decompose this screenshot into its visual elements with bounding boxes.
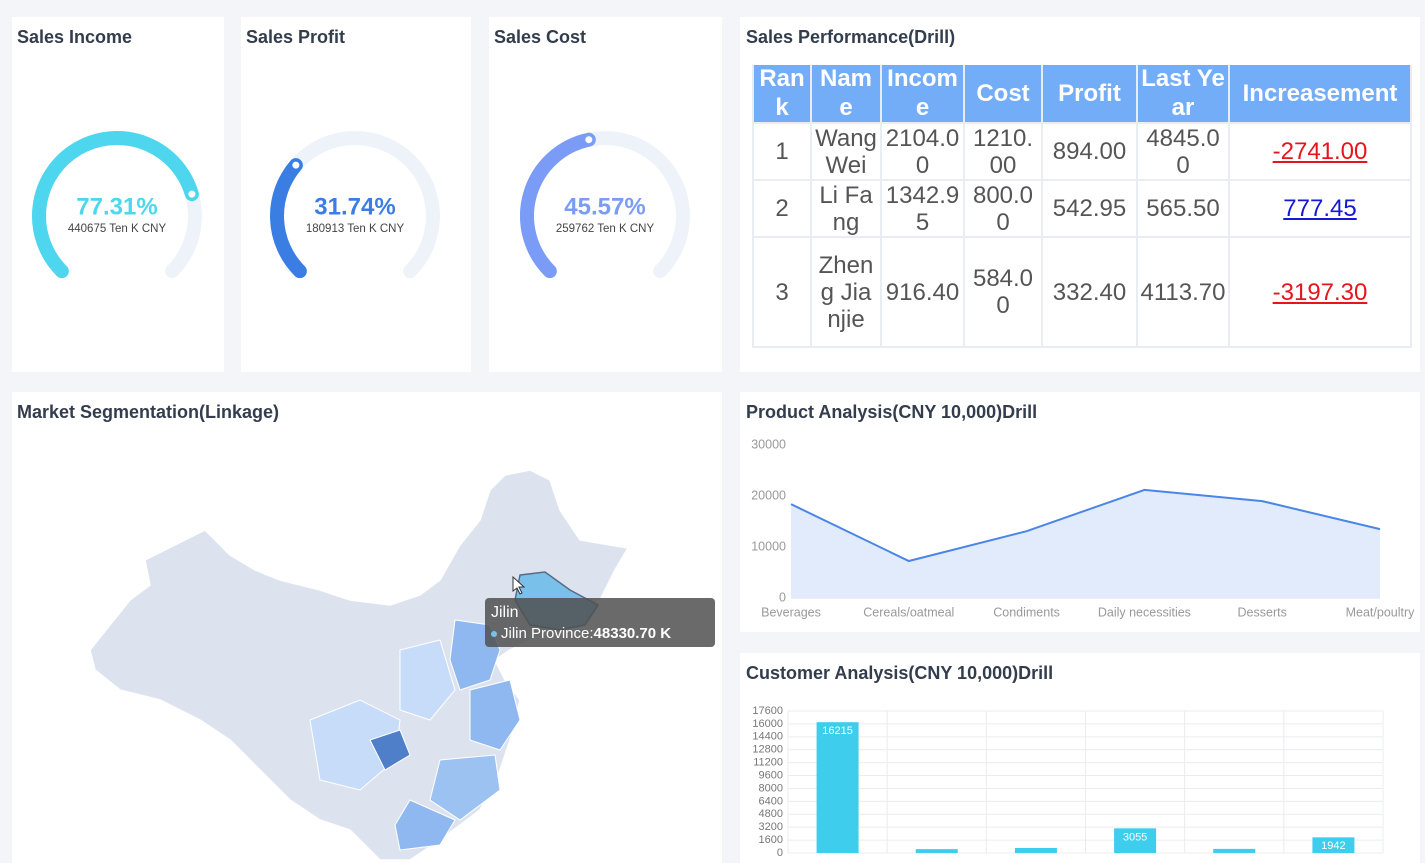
column-header: Income [880, 65, 965, 124]
column-header: Rank [752, 65, 812, 124]
column-header: Last Year [1136, 65, 1230, 124]
table-cell: 800.00 [963, 179, 1043, 238]
panel-title: Sales Profit [246, 27, 346, 47]
tooltip-label: Jilin Province: [501, 625, 594, 642]
tooltip-row: Jilin Province:48330.70 K [491, 625, 671, 642]
column-header: Increasement [1228, 65, 1412, 124]
table-viewport[interactable]: Rank Name Income Cost Profit Last Year Increas… [752, 65, 1412, 361]
performance-table: Rank Name Income Cost Profit Last Year Increas… [752, 65, 1412, 348]
table-cell: 1342.95 [880, 179, 965, 238]
tooltip-value: 48330.70 K [593, 625, 672, 642]
table-cell: 332.40 [1041, 236, 1138, 348]
table-cell: 4845.00 [1136, 122, 1230, 181]
table-cell: 1 [752, 122, 812, 181]
table-cell: Wang Wei [810, 122, 882, 181]
table-cell: 1210.00 [963, 122, 1043, 181]
table-cell[interactable]: -2741.00 [1228, 122, 1412, 181]
customer-panel: Customer Analysis(CNY 10,000)Drill [740, 653, 1420, 863]
table-cell: 916.40 [880, 236, 965, 348]
profit-panel: Sales Profit [241, 17, 471, 372]
column-header: Profit [1041, 65, 1138, 124]
table-row: 1 Wang Wei 2104.00 1210.00 894.00 4845.00 -274… [752, 122, 1412, 181]
panel-title: Sales Performance(Drill) [746, 27, 956, 47]
panel-title: Product Analysis(CNY 10,000)Drill [746, 402, 1038, 422]
table-cell: 4113.70 [1136, 236, 1230, 348]
panel-title: Customer Analysis(CNY 10,000)Drill [746, 663, 1054, 683]
table-cell: 542.95 [1041, 179, 1138, 238]
table-cell: 2104.00 [880, 122, 965, 181]
table-cell: 3 [752, 236, 812, 348]
panel-title: Market Segmentation(Linkage) [17, 402, 280, 422]
table-cell: 894.00 [1041, 122, 1138, 181]
column-header: Name [810, 65, 882, 124]
table-row: 2 Li Fang 1342.95 800.00 542.95 565.50 777.45 [752, 179, 1412, 238]
tooltip-title: Jilin [491, 604, 519, 621]
table-row: 3 Zheng Jianjie 916.40 584.00 332.40 4113.70-… [752, 236, 1412, 348]
table-cell: 584.00 [963, 236, 1043, 348]
table-cell[interactable]: -3197.30 [1228, 236, 1412, 348]
map-tooltip: Jilin Jilin Province:48330.70 K [485, 598, 715, 647]
cost-panel: Sales Cost [489, 17, 722, 372]
table-cell: 2 [752, 179, 812, 238]
tooltip-dot [491, 631, 497, 638]
panel-title: Sales Income [17, 27, 133, 47]
product-panel: Product Analysis(CNY 10,000)Drill [740, 392, 1420, 632]
table-cell: Li Fang [810, 179, 882, 238]
table-cell: 565.50 [1136, 179, 1230, 238]
panel-title: Sales Cost [494, 27, 587, 47]
income-panel: Sales Income [12, 17, 224, 372]
table-cell: Zheng Jianjie [810, 236, 882, 348]
table-cell[interactable]: 777.45 [1228, 179, 1412, 238]
column-header: Cost [963, 65, 1043, 124]
